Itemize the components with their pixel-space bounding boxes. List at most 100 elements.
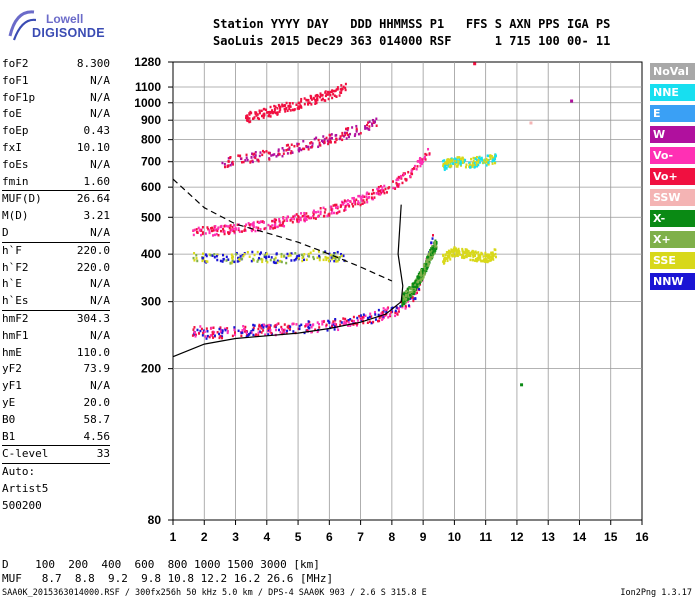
echo-point (344, 322, 347, 325)
echo-point (227, 258, 230, 261)
echo-point (252, 225, 255, 228)
echo-point (269, 324, 272, 327)
echo-point (219, 326, 222, 329)
echo-point (475, 161, 478, 164)
echo-point (307, 215, 310, 218)
echo-point (295, 213, 298, 216)
echo-point (277, 148, 280, 151)
echo-point (205, 337, 208, 340)
echo-point (258, 221, 261, 224)
echo-point (312, 96, 315, 100)
echo-point (330, 136, 333, 140)
echo-point (193, 228, 196, 232)
echo-point (338, 210, 341, 213)
param-row: foEp 0.43 (2, 123, 110, 140)
echo-point (407, 293, 410, 296)
echo-point (448, 165, 451, 168)
echo-point (254, 229, 257, 233)
echo-point (249, 331, 252, 335)
echo-point (410, 290, 413, 294)
echo-point (270, 110, 273, 114)
echo-point (356, 319, 359, 322)
echo-point (348, 200, 351, 203)
echo-point (279, 105, 282, 109)
echo-point (253, 324, 256, 327)
param-value: N/A (90, 157, 110, 171)
echo-point (261, 153, 264, 157)
echo-point (316, 330, 319, 334)
echo-point (452, 249, 455, 253)
echo-point (271, 219, 274, 223)
echo-point (245, 153, 248, 157)
echo-point (423, 271, 426, 274)
echo-point (485, 258, 488, 262)
param-value: 3.21 (83, 209, 111, 223)
echo-point (288, 146, 291, 149)
param-name: foF1p (2, 90, 36, 104)
echo-point (285, 149, 288, 152)
scaled-parameters-panel: foF2 8.300 foF1 N/A foF1p N/A foE N/A foEp 0.43 fx… (2, 56, 110, 515)
echo-point (289, 109, 292, 112)
echo-point (291, 151, 294, 154)
echo-point (416, 280, 419, 284)
echo-point (329, 137, 332, 140)
echo-point (430, 250, 433, 253)
echo-point (257, 159, 260, 163)
echo-point (225, 255, 228, 259)
legend-e: E (650, 105, 695, 122)
y-tick-label: 600 (141, 180, 161, 194)
echo-point (260, 257, 263, 261)
echo-point (340, 200, 343, 204)
echo-point (482, 161, 485, 164)
echo-point (423, 273, 426, 276)
echo-point (428, 250, 431, 254)
param-row: h`F 220.0 (2, 243, 110, 260)
echo-point (419, 278, 422, 282)
echo-point (263, 324, 266, 327)
echo-point (399, 176, 402, 179)
echo-point (477, 255, 480, 258)
echo-point (407, 298, 410, 301)
echo-point (213, 253, 216, 256)
echo-point (485, 164, 488, 167)
echo-point (420, 268, 423, 272)
echo-point (277, 328, 280, 332)
echo-point (355, 198, 358, 201)
echo-point (312, 249, 315, 252)
echo-point (366, 127, 369, 130)
echo-point (402, 292, 405, 296)
echo-point (218, 327, 221, 331)
echo-point (226, 330, 229, 333)
echo-point (391, 180, 394, 183)
echo-point (309, 216, 312, 220)
echo-point (344, 205, 347, 208)
echo-point (258, 117, 261, 121)
echo-point (288, 327, 291, 331)
echo-point (433, 245, 436, 248)
echo-point (333, 89, 336, 93)
echo-point (205, 327, 208, 330)
echo-point (334, 257, 337, 261)
echo-point (264, 253, 267, 257)
echo-point (484, 158, 487, 161)
echo-point (468, 163, 471, 166)
echo-point (468, 162, 471, 165)
echo-point (341, 203, 344, 206)
echo-point (325, 93, 328, 96)
echo-point (428, 259, 431, 263)
legend-vominus: Vo- (650, 147, 695, 164)
y-tick-label: 200 (141, 362, 161, 376)
param-row: yF1 N/A (2, 378, 110, 395)
echo-point (430, 241, 433, 244)
echo-point (233, 326, 236, 329)
echo-point (314, 99, 317, 102)
echo-point (456, 156, 459, 159)
y-tick-label: 1000 (134, 96, 161, 110)
echo-point (428, 262, 431, 266)
x-tick-label: 8 (389, 530, 396, 544)
echo-point (343, 320, 346, 324)
echo-point (475, 251, 478, 255)
echo-point (324, 250, 327, 253)
echo-point (201, 232, 204, 236)
echo-point (225, 224, 228, 228)
